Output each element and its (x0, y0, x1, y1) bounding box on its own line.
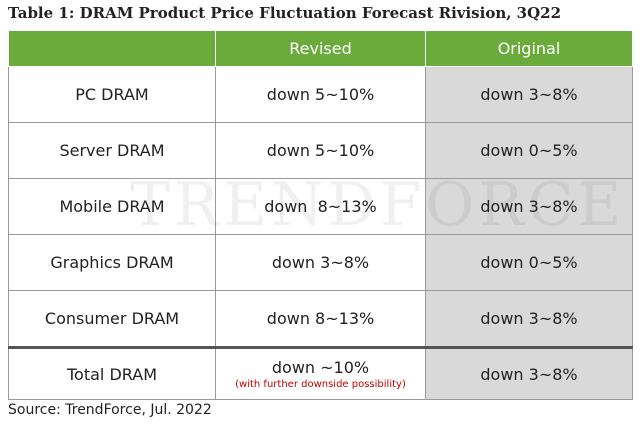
table-row: Graphics DRAM down 3~8% down 0~5% (8, 234, 633, 291)
header-cell: Revised (215, 30, 426, 67)
price-table: Revised Original PC DRAM down 5~10% down 3… (8, 30, 633, 400)
cell: down 3~8% (425, 178, 633, 235)
row-label: PC DRAM (8, 66, 216, 123)
header-cell: Original (425, 30, 633, 67)
cell: down 0~5% (425, 234, 633, 291)
cell: down 3~8% (425, 346, 633, 400)
table-row: Total DRAM down ~10% (with further downsid… (8, 346, 633, 400)
cell-text: down 3~8% (480, 197, 578, 216)
cell-text: down 3~8% (480, 85, 578, 104)
table-row: Server DRAM down 5~10% down 0~5% (8, 122, 633, 179)
cell: down 8~13% (215, 290, 426, 348)
cell: down 5~10% (215, 66, 426, 123)
cell: down 3~8% (425, 66, 633, 123)
header-cell (8, 30, 216, 67)
cell-text: Consumer DRAM (44, 309, 180, 328)
cell: down 3~8% (215, 234, 426, 291)
cell-text: down 5~10% (266, 85, 375, 104)
cell: down 8~13% (215, 178, 426, 235)
cell-text: down 0~5% (480, 253, 578, 272)
cell-text: PC DRAM (75, 85, 149, 104)
cell-text: Total DRAM (67, 364, 157, 384)
cell-text: Graphics DRAM (50, 253, 174, 272)
table-title: Table 1: DRAM Product Price Fluctuation … (8, 4, 562, 22)
table-row: PC DRAM down 5~10% down 3~8% (8, 66, 633, 123)
header-row: Revised Original (8, 30, 633, 67)
cell-text: down 8~13% (264, 197, 377, 216)
cell: down 3~8% (425, 290, 633, 348)
cell-note: (with further downside possibility) (235, 379, 406, 390)
row-label: Graphics DRAM (8, 234, 216, 291)
cell-text: down 0~5% (480, 141, 578, 160)
cell-text: down 8~13% (266, 309, 375, 328)
cell-text: down 3~8% (480, 309, 578, 328)
cell-text: down ~10% (271, 358, 370, 377)
watermark: TRENDFORCE (130, 170, 626, 240)
row-label: Total DRAM (8, 346, 216, 400)
cell-text: down 5~10% (266, 141, 375, 160)
row-label: Mobile DRAM (8, 178, 216, 235)
cell-text: down 3~8% (480, 364, 578, 384)
table-row: Mobile DRAM down 8~13% down 3~8% (8, 178, 633, 235)
cell-text: down 3~8% (271, 253, 370, 272)
cell-text: Server DRAM (59, 141, 165, 160)
source: Source: TrendForce, Jul. 2022 (8, 402, 212, 418)
cell-text: Mobile DRAM (59, 197, 165, 216)
cell: down 0~5% (425, 122, 633, 179)
cell: down ~10% (with further downside possibil… (215, 346, 426, 400)
row-label: Consumer DRAM (8, 290, 216, 348)
table-row: Consumer DRAM down 8~13% down 3~8% (8, 290, 633, 348)
